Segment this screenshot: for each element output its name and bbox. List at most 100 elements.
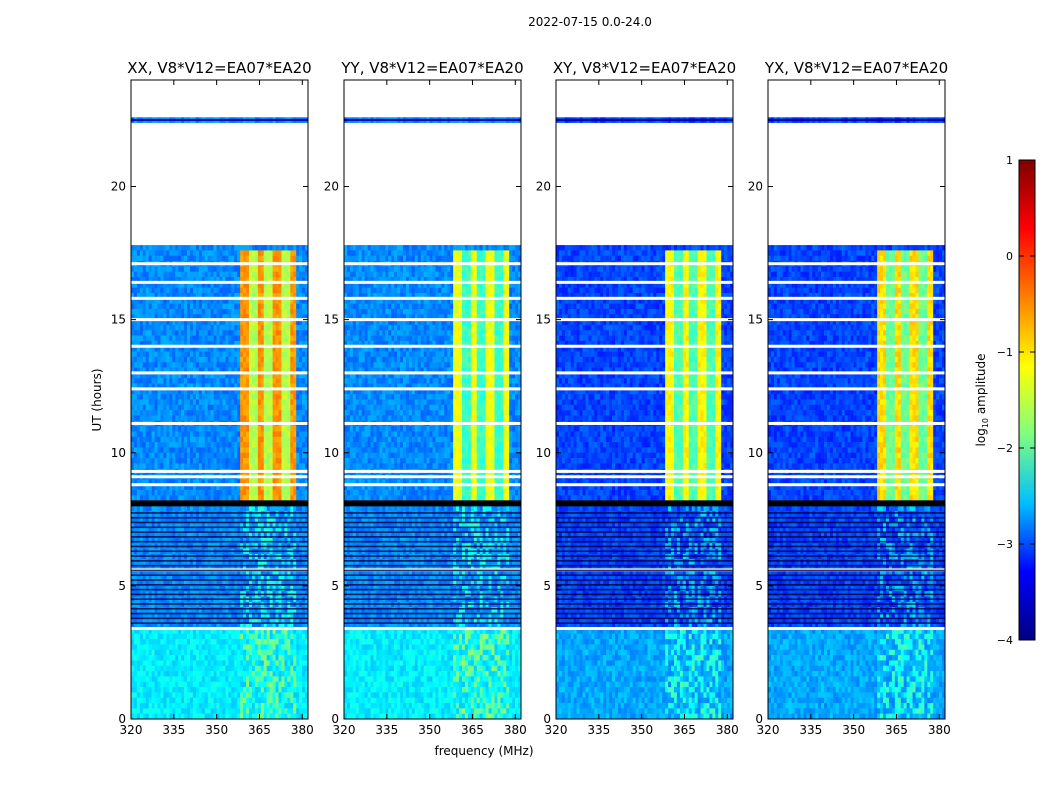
heatmap-cell [302,490,306,496]
heatmap-cell [136,436,141,443]
heatmap-cell [249,330,253,336]
heatmap-cell [169,490,173,496]
heatmap-cell [181,410,185,416]
heatmap-cell [254,516,259,523]
heatmap-cell [272,303,276,310]
heatmap-cell [131,431,135,438]
heatmap-cell [246,367,250,374]
heatmap-cell [228,655,232,661]
heatmap-cell [184,367,188,374]
heatmap-cell [198,442,203,448]
heatmap-cell [172,431,176,438]
heatmap-cell [305,250,308,257]
heatmap-cell [296,447,300,454]
heatmap-cell [234,607,238,613]
heatmap-cell [190,628,194,635]
heatmap-cell [219,303,223,310]
heatmap-cell [296,644,300,651]
heatmap-cell [210,431,214,438]
heatmap-cell [198,580,203,587]
heatmap-cell [296,308,300,315]
heatmap-cell [305,330,308,336]
heatmap-cell [204,569,208,576]
heatmap-cell [172,436,176,443]
heatmap-cell [254,426,259,432]
heatmap-cell [163,623,167,629]
heatmap-cell [269,367,273,374]
heatmap-cell [198,314,203,320]
heatmap-cell [287,351,291,358]
heatmap-cell [299,516,303,523]
heatmap-cell [139,623,144,629]
heatmap-cell [302,383,306,390]
heatmap-cell [184,303,188,310]
heatmap-cell [228,511,232,517]
heatmap-cell [172,617,176,624]
heatmap-cell [154,324,158,331]
heatmap-cell [187,442,191,448]
heatmap-cell [225,655,229,661]
heatmap-cell [154,676,158,683]
heatmap-cell [178,351,182,358]
heatmap-cell [275,479,279,486]
heatmap-cell [240,372,244,379]
heatmap-cell [216,516,220,523]
heatmap-cell [184,356,188,363]
heatmap-cell [228,527,232,533]
heatmap-cell [133,383,138,390]
heatmap-cell [142,612,147,619]
heatmap-cell [172,484,176,491]
heatmap-cell [219,245,223,251]
heatmap-cell [172,463,176,470]
heatmap-cell [139,436,144,443]
heatmap-cell [296,660,300,667]
heatmap-cell [175,404,179,411]
heatmap-cell [204,351,208,358]
heatmap-cell [213,399,217,406]
heatmap-cell [136,490,141,496]
heatmap-cell [284,431,288,438]
heatmap-cell [136,575,141,581]
heatmap-cell [251,346,256,352]
heatmap-cell [243,426,247,432]
heatmap-cell [139,644,144,651]
heatmap-cell [249,340,253,347]
heatmap-cell [145,394,149,400]
heatmap-cell [296,324,300,331]
heatmap-cell [231,282,235,288]
heatmap-cell [184,431,188,438]
heatmap-cell [293,671,297,677]
heatmap-cell [204,426,208,432]
heatmap-cell [254,506,259,512]
heatmap-cell [213,607,217,613]
heatmap-cell [272,479,276,486]
heatmap-cell [222,245,226,251]
heatmap-cell [178,633,182,640]
heatmap-cell [284,463,288,470]
heatmap-cell [192,378,197,384]
heatmap-cell [145,655,149,661]
heatmap-cell [136,314,141,320]
heatmap-cell [201,585,206,592]
heatmap-cell [166,639,170,645]
heatmap-cell [278,303,282,310]
heatmap-cell [157,351,161,358]
heatmap-cell [154,665,158,672]
heatmap-cell [284,479,288,486]
heatmap-cell [293,564,297,571]
heatmap-cell [263,639,267,645]
heatmap-cell [260,319,265,326]
heatmap-cell [281,527,285,533]
heatmap-cell [157,266,161,273]
heatmap-cell [160,404,164,411]
heatmap-cell [234,308,238,315]
heatmap-cell [178,495,182,501]
heatmap-cell [172,324,176,331]
heatmap-cell [190,490,194,496]
heatmap-cell [272,245,276,251]
heatmap-cell [213,255,217,262]
heatmap-cell [272,415,276,422]
heatmap-cell [263,665,267,672]
heatmap-cell [175,266,179,273]
heatmap-cell [302,585,306,592]
